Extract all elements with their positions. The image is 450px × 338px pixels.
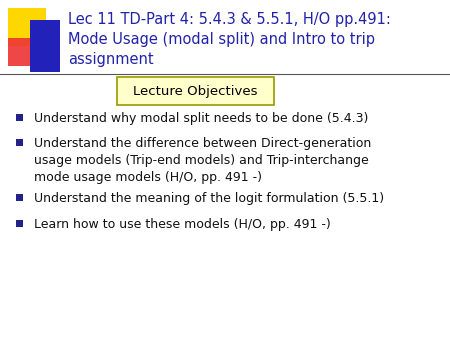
Bar [16,220,23,227]
Bar [8,8,46,46]
Bar [8,38,38,66]
Bar [16,194,23,201]
Text: assignment: assignment [68,52,153,67]
Text: Lec 11 TD-Part 4: 5.4.3 & 5.5.1, H/O pp.491:: Lec 11 TD-Part 4: 5.4.3 & 5.5.1, H/O pp.… [68,12,391,27]
Text: Understand the difference between Direct-generation
usage models (Trip-end model: Understand the difference between Direct… [34,137,371,184]
Bar [16,139,23,146]
Bar [30,20,60,72]
Text: Understand the meaning of the logit formulation (5.5.1): Understand the meaning of the logit form… [34,192,384,205]
Text: Learn how to use these models (H/O, pp. 491 -): Learn how to use these models (H/O, pp. … [34,218,331,231]
Text: Lecture Objectives: Lecture Objectives [133,84,258,97]
FancyBboxPatch shape [117,77,274,105]
Text: Understand why modal split needs to be done (5.4.3): Understand why modal split needs to be d… [34,112,369,125]
Bar [16,114,23,121]
Text: Mode Usage (modal split) and Intro to trip: Mode Usage (modal split) and Intro to tr… [68,32,375,47]
